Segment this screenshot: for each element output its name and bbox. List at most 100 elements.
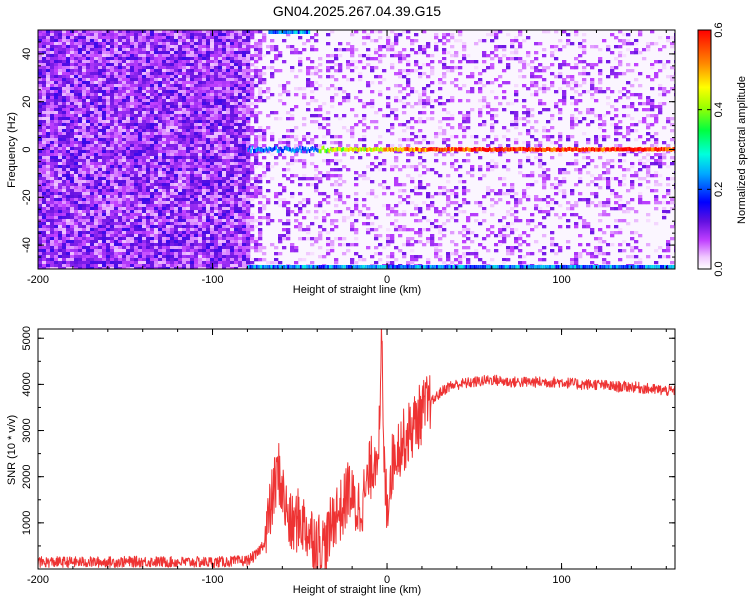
heatmap-cell bbox=[262, 132, 267, 136]
heatmap-cell bbox=[186, 213, 191, 217]
heatmap-cell bbox=[50, 135, 55, 139]
heatmap-cell bbox=[250, 129, 255, 133]
heatmap-cell bbox=[46, 183, 51, 187]
heatmap-cell bbox=[350, 48, 355, 52]
heatmap-cell bbox=[130, 264, 135, 268]
heatmap-cell bbox=[90, 192, 95, 196]
heatmap-cell bbox=[86, 168, 91, 172]
heatmap-cell bbox=[354, 171, 359, 175]
heatmap-cell bbox=[210, 69, 215, 73]
heatmap-cell bbox=[66, 117, 71, 121]
heatmap-cell bbox=[146, 54, 151, 58]
heatmap-cell bbox=[90, 201, 95, 205]
heatmap-cell bbox=[106, 111, 111, 115]
heatmap-cell bbox=[134, 207, 139, 211]
heatmap-cell bbox=[106, 216, 111, 220]
heatmap-cell bbox=[302, 162, 307, 166]
heatmap-cell bbox=[222, 126, 227, 130]
heatmap-cell bbox=[322, 126, 327, 130]
heatmap-cell bbox=[114, 180, 119, 184]
heatmap-cell bbox=[314, 210, 319, 214]
heatmap-cell bbox=[86, 102, 91, 106]
heatmap-cell bbox=[222, 255, 227, 259]
heatmap-cell bbox=[66, 237, 71, 241]
heatmap-cell bbox=[226, 198, 231, 202]
heatmap-cell bbox=[98, 48, 103, 52]
heatmap-cell bbox=[130, 72, 135, 76]
heatmap-cell bbox=[98, 99, 103, 103]
heatmap-cell bbox=[122, 39, 127, 43]
heatmap-cell bbox=[218, 129, 223, 133]
heatmap-cell bbox=[234, 105, 239, 109]
heatmap-cell bbox=[58, 111, 63, 115]
heatmap-cell bbox=[102, 42, 107, 46]
heatmap-cell bbox=[54, 132, 59, 136]
heatmap-cell bbox=[174, 219, 179, 223]
heatmap-cell bbox=[174, 120, 179, 124]
heatmap-cell bbox=[162, 183, 167, 187]
heatmap-cell bbox=[46, 60, 51, 64]
heatmap-cell bbox=[38, 162, 43, 166]
heatmap-cell bbox=[98, 72, 103, 76]
heatmap-cell bbox=[362, 123, 367, 127]
heatmap-cell bbox=[246, 132, 251, 136]
heatmap-cell bbox=[90, 225, 95, 229]
heatmap-cell bbox=[150, 90, 155, 94]
heatmap-cell bbox=[254, 102, 259, 106]
heatmap-cell bbox=[254, 246, 259, 250]
heatmap-cell bbox=[74, 108, 79, 112]
heatmap-cell bbox=[198, 81, 203, 85]
heatmap-cell bbox=[150, 132, 155, 136]
heatmap-cell bbox=[242, 75, 247, 79]
heatmap-cell bbox=[210, 57, 215, 61]
heatmap-cell bbox=[154, 141, 159, 145]
heatmap-cell bbox=[138, 183, 143, 187]
heatmap-cell bbox=[46, 213, 51, 217]
heatmap-cell bbox=[70, 87, 75, 91]
heatmap-cell bbox=[190, 186, 195, 190]
heatmap-cell bbox=[350, 63, 355, 67]
heatmap-cell bbox=[222, 186, 227, 190]
heatmap-cell bbox=[170, 234, 175, 238]
heatmap-cell bbox=[222, 192, 227, 196]
heatmap-cell bbox=[330, 159, 335, 163]
heatmap-cell bbox=[166, 198, 171, 202]
heatmap-cell bbox=[202, 234, 207, 238]
heatmap-cell bbox=[94, 156, 99, 160]
heatmap-cell bbox=[146, 63, 151, 67]
heatmap-cell bbox=[90, 39, 95, 43]
heatmap-cell bbox=[82, 252, 87, 256]
heatmap-cell bbox=[258, 201, 263, 205]
heatmap-cell bbox=[126, 105, 131, 109]
heatmap-cell bbox=[86, 42, 91, 46]
heatmap-cell bbox=[198, 240, 203, 244]
heatmap-cell bbox=[246, 213, 251, 217]
heatmap-cell bbox=[162, 159, 167, 163]
heatmap-cell bbox=[42, 237, 47, 241]
heatmap-cell bbox=[326, 117, 331, 121]
heatmap-cell bbox=[222, 51, 227, 55]
heatmap-cell bbox=[230, 225, 235, 229]
heatmap-cell bbox=[54, 99, 59, 103]
heatmap-cell bbox=[114, 135, 119, 139]
heatmap-cell bbox=[174, 195, 179, 199]
heatmap-cell bbox=[94, 177, 99, 181]
heatmap-cell bbox=[66, 78, 71, 82]
heatmap-cell bbox=[90, 174, 95, 178]
heatmap-cell bbox=[50, 69, 55, 73]
heatmap-cell bbox=[238, 216, 243, 220]
heatmap-cell bbox=[178, 201, 183, 205]
heatmap-cell bbox=[58, 147, 63, 151]
heatmap-cell bbox=[142, 39, 147, 43]
heatmap-cell bbox=[242, 132, 247, 136]
heatmap-cell bbox=[210, 162, 215, 166]
heatmap-cell bbox=[150, 114, 155, 118]
heatmap-cell bbox=[62, 108, 67, 112]
heatmap-cell bbox=[334, 114, 339, 118]
heatmap-cell bbox=[166, 135, 171, 139]
heatmap-cell bbox=[146, 93, 151, 97]
heatmap-cell bbox=[90, 48, 95, 52]
heatmap-cell bbox=[42, 189, 47, 193]
heatmap-cell bbox=[206, 78, 211, 82]
heatmap-cell bbox=[78, 240, 83, 244]
